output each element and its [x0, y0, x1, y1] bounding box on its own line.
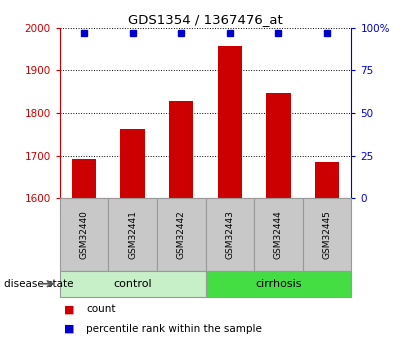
Bar — [266, 93, 291, 198]
Bar — [206, 271, 351, 297]
Bar — [157, 198, 206, 271]
Text: disease state: disease state — [4, 279, 74, 289]
Bar — [303, 198, 351, 271]
Text: ■: ■ — [64, 304, 74, 314]
Bar — [254, 198, 303, 271]
Text: GSM32441: GSM32441 — [128, 210, 137, 259]
Bar — [169, 101, 193, 198]
Text: cirrhosis: cirrhosis — [255, 279, 302, 289]
Bar — [120, 129, 145, 198]
Title: GDS1354 / 1367476_at: GDS1354 / 1367476_at — [128, 13, 283, 27]
Text: control: control — [113, 279, 152, 289]
Bar — [218, 46, 242, 198]
Text: GSM32445: GSM32445 — [323, 210, 332, 259]
Text: GSM32444: GSM32444 — [274, 210, 283, 259]
Bar — [60, 198, 108, 271]
Text: ■: ■ — [64, 324, 74, 334]
Text: count: count — [86, 304, 116, 314]
Text: GSM32443: GSM32443 — [225, 210, 234, 259]
Bar — [315, 162, 339, 198]
Bar — [72, 159, 96, 198]
Text: GSM32440: GSM32440 — [79, 210, 88, 259]
Text: percentile rank within the sample: percentile rank within the sample — [86, 324, 262, 334]
Bar — [60, 271, 206, 297]
Bar — [108, 198, 157, 271]
Text: GSM32442: GSM32442 — [177, 210, 186, 259]
Bar — [206, 198, 254, 271]
